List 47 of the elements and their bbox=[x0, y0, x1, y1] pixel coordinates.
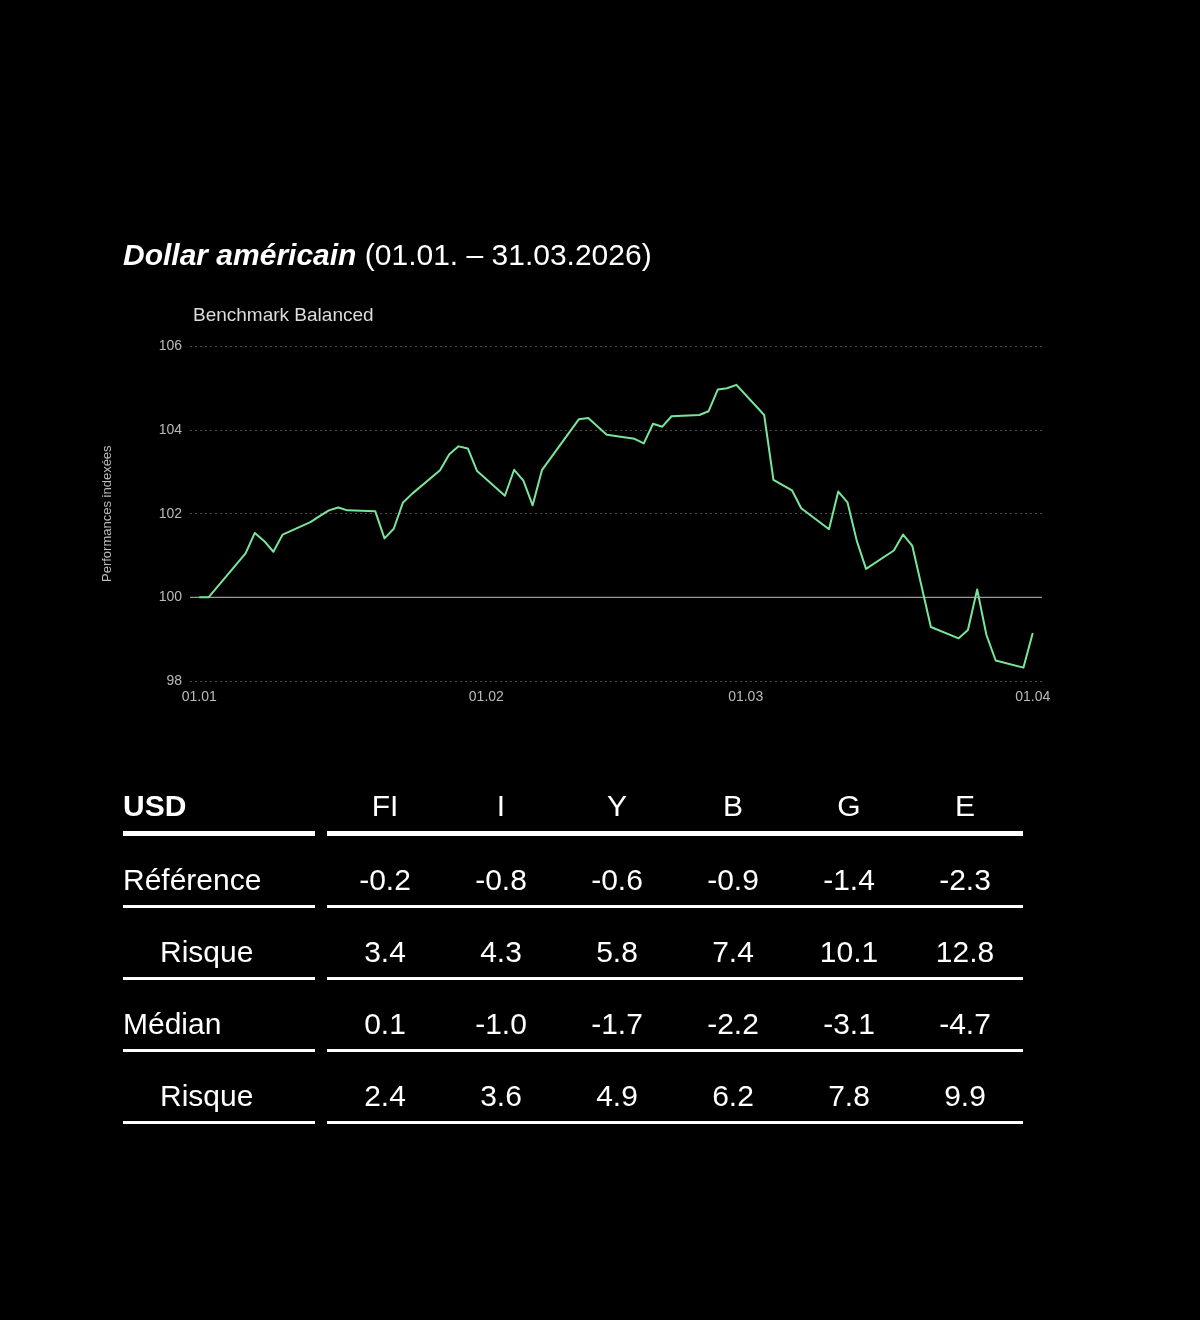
text: 0.1 bbox=[364, 1007, 406, 1040]
chart-title: Dollar américain (01.01. – 31.03.2026) bbox=[123, 238, 652, 272]
y-axis-title: Performances indexées bbox=[99, 444, 115, 582]
category-label: E bbox=[954, 788, 976, 824]
category-label: Y bbox=[606, 788, 628, 824]
text: 10.1 bbox=[819, 935, 879, 968]
text: 7.8 bbox=[828, 1079, 870, 1112]
text: -3.1 bbox=[823, 1007, 875, 1040]
category-label: G bbox=[836, 788, 862, 824]
category-label: Médian bbox=[123, 1007, 222, 1040]
chart-subtitle: Benchmark Balanced bbox=[193, 304, 374, 326]
text: -0.9 bbox=[707, 863, 759, 896]
text: -1.4 bbox=[823, 863, 875, 896]
text: -0.6 bbox=[591, 863, 643, 896]
text: -0.2 bbox=[359, 863, 411, 896]
x-tick-label: 01.01 bbox=[181, 688, 217, 705]
category-label: I bbox=[495, 788, 507, 824]
x-tick-label: 01.03 bbox=[728, 688, 764, 705]
text: 4.3 bbox=[480, 935, 522, 968]
text: -2.2 bbox=[707, 1007, 759, 1040]
text: 12.8 bbox=[935, 935, 995, 968]
text: -2.3 bbox=[939, 863, 991, 896]
category-label: Référence bbox=[123, 863, 262, 896]
text: 3.4 bbox=[364, 935, 406, 968]
x-tick-label: 01.02 bbox=[468, 688, 505, 705]
text: 7.4 bbox=[712, 935, 754, 968]
text: -0.8 bbox=[475, 863, 527, 896]
category-label: FI bbox=[370, 788, 400, 824]
text: -1.0 bbox=[475, 1007, 527, 1040]
text: 6.2 bbox=[712, 1079, 754, 1112]
y-tick-label: 100 bbox=[158, 588, 183, 605]
text: 9.9 bbox=[944, 1079, 986, 1112]
y-tick-label: 104 bbox=[158, 420, 183, 437]
text: -4.7 bbox=[939, 1007, 991, 1040]
category-label: B bbox=[722, 788, 744, 824]
category-label: Risque bbox=[160, 935, 254, 968]
y-tick-label: 102 bbox=[158, 504, 183, 521]
text: -1.7 bbox=[591, 1007, 643, 1040]
text: 3.6 bbox=[480, 1079, 522, 1112]
text: 2.4 bbox=[364, 1079, 406, 1112]
text: 5.8 bbox=[596, 935, 638, 968]
x-tick-label: 01.04 bbox=[1015, 688, 1051, 705]
text: 4.9 bbox=[596, 1079, 638, 1112]
y-tick-label: 106 bbox=[158, 337, 183, 354]
text: USD bbox=[123, 780, 315, 836]
category-label: Risque bbox=[160, 1079, 254, 1112]
y-tick-label: 98 bbox=[166, 671, 183, 688]
